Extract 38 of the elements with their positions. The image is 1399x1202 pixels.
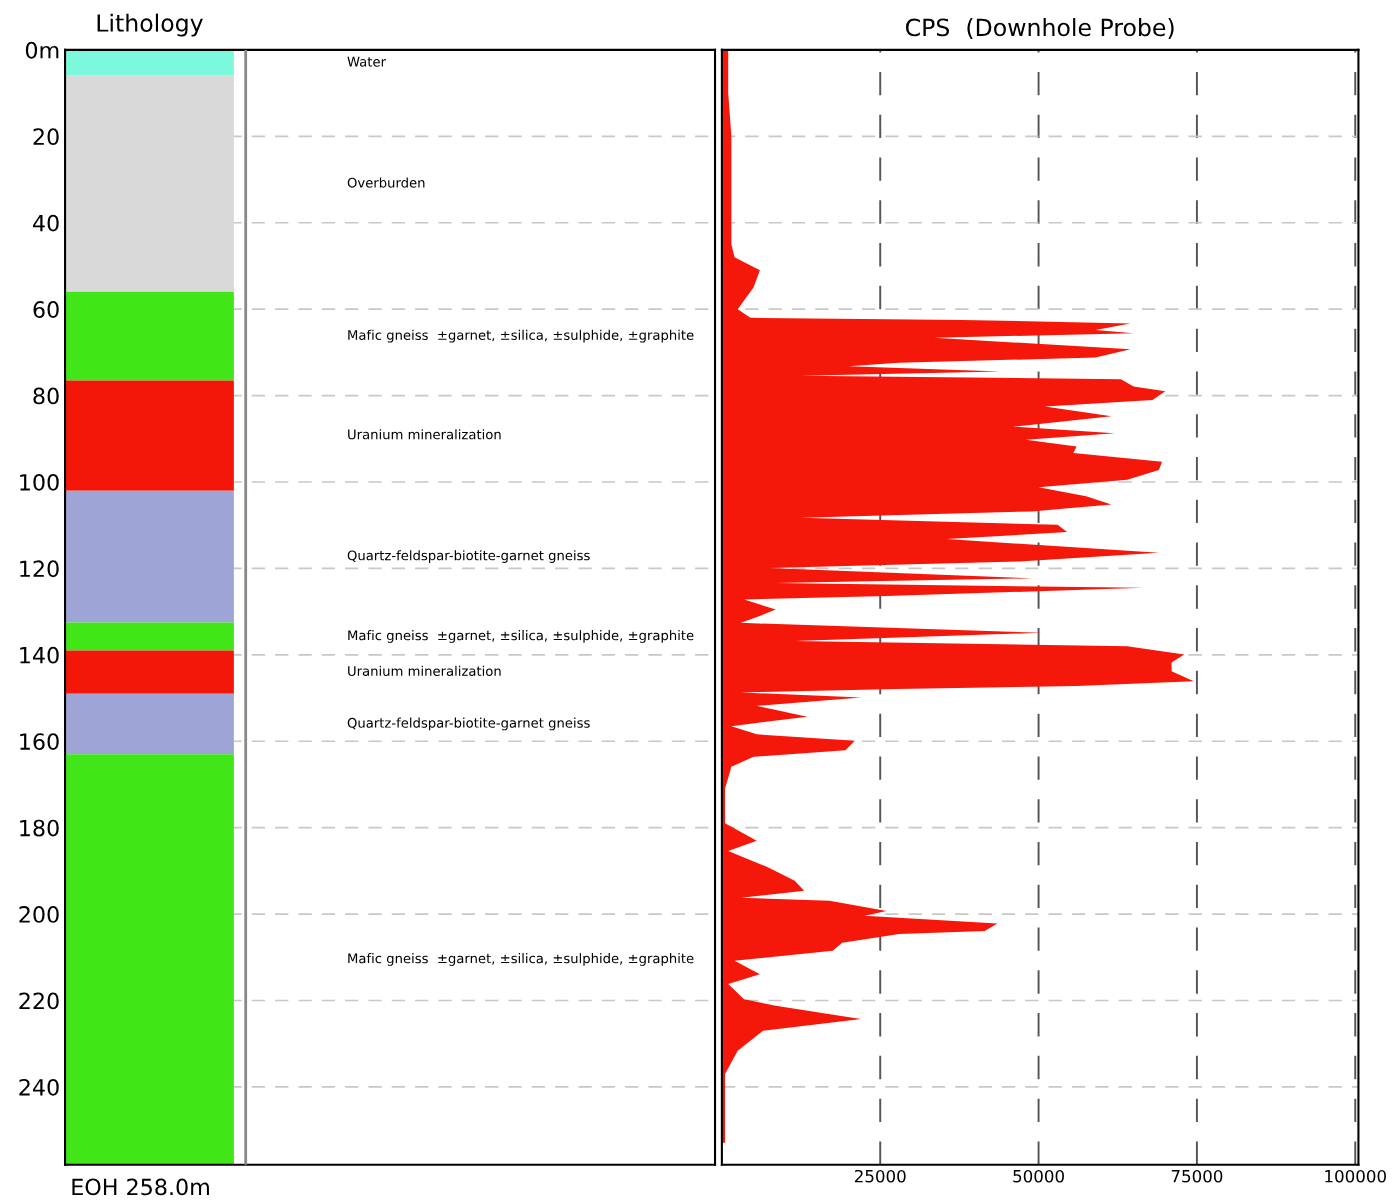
y-tick-label: 60 (33, 301, 59, 318)
bar (65, 622, 234, 651)
bar (65, 380, 234, 491)
bar (65, 490, 234, 623)
chart-title: Lithology (97, 13, 203, 37)
y-tick-label: 240 (19, 1078, 59, 1096)
bar (65, 291, 234, 381)
text: Uranium mineralization (348, 429, 501, 440)
bar (65, 754, 234, 1165)
y-tick-label: 80 (33, 387, 59, 405)
text: Water (347, 56, 386, 67)
bar (65, 49, 234, 76)
text: Uranium mineralization (348, 665, 501, 676)
text: Mafic gneiss ±garnet, ±silica, ±sulphide, ±graphite (348, 953, 694, 966)
text: Mafic gneiss ±garnet, ±silica, ±sulphide, ±graphite (348, 630, 694, 643)
x-tick-label: 25000 (854, 1169, 906, 1183)
y-tick-label: 180 (20, 819, 59, 837)
text: Quartz-feldspar-biotite-garnet gneiss (347, 550, 590, 563)
text: Overburden (347, 177, 425, 188)
y-tick-label: 200 (19, 906, 59, 923)
x-tick-label: 100000 (1325, 1169, 1386, 1183)
y-tick-label: 220 (19, 992, 59, 1010)
x-tick-label: 50000 (1013, 1169, 1064, 1183)
bar (65, 75, 234, 292)
text: EOH 258.0m (72, 1178, 209, 1196)
bar (65, 650, 234, 694)
chart-title: CPS (Downhole Probe) (905, 18, 1174, 40)
y-tick-label: 140 (20, 646, 59, 664)
y-tick-label: 120 (20, 560, 59, 578)
text: Mafic gneiss ±garnet, ±silica, ±sulphide, ±graphite (348, 329, 694, 343)
y-tick-label: 100 (20, 473, 59, 491)
text: Quartz-feldspar-biotite-garnet gneiss (347, 717, 590, 731)
y-tick-label: 0m (25, 41, 59, 59)
bar (65, 693, 234, 755)
y-tick-label: 160 (20, 733, 59, 751)
x-tick-label: 75000 (1171, 1169, 1223, 1183)
y-tick-label: 20 (33, 128, 59, 146)
y-tick-label: 40 (33, 214, 59, 232)
